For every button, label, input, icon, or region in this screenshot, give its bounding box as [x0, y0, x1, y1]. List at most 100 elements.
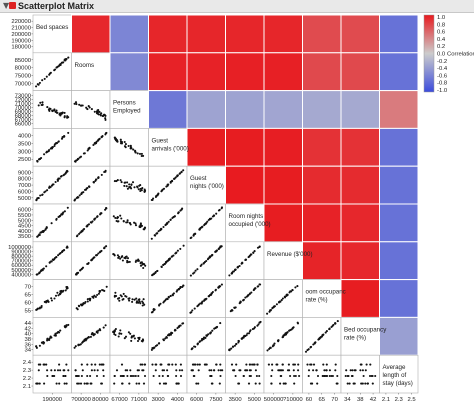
correlation-cell-2-3[interactable] [148, 90, 188, 129]
data-point [143, 363, 146, 366]
correlation-cell-3-5[interactable] [225, 127, 265, 167]
data-point [360, 382, 363, 385]
x-tick-label: 67000 [111, 397, 128, 403]
correlation-cell-1-4[interactable] [186, 52, 226, 92]
data-point [86, 149, 89, 152]
correlation-cell-4-6[interactable] [263, 165, 303, 205]
scatter-cell-6-2[interactable] [109, 241, 149, 280]
data-point [200, 301, 203, 304]
correlation-cell-0-2[interactable] [109, 14, 149, 54]
correlation-cell-4-9[interactable] [379, 165, 419, 205]
correlation-cell-3-9[interactable] [379, 127, 419, 167]
y-tick-label: 71000 [15, 102, 32, 108]
correlation-cell-2-6[interactable] [263, 90, 303, 129]
correlation-cell-1-6[interactable] [263, 52, 303, 92]
data-point [112, 215, 115, 218]
y-tick-label: 4000 [18, 229, 32, 235]
scatter-cell-9-1[interactable] [71, 354, 111, 394]
correlation-cell-6-9[interactable] [379, 241, 419, 281]
correlation-cell-1-7[interactable] [302, 52, 342, 92]
correlation-cell-4-5[interactable] [225, 165, 265, 205]
correlation-cell-2-4[interactable] [186, 90, 226, 129]
scatter-cell-3-2[interactable] [109, 128, 149, 167]
diagonal-cell-0-0[interactable] [32, 14, 72, 54]
correlation-cell-0-9[interactable] [379, 14, 419, 54]
scatter-cell-9-4[interactable] [186, 354, 226, 394]
data-point [151, 273, 154, 276]
diagonal-cell-6-6[interactable] [263, 241, 303, 280]
scatter-cell-2-1[interactable] [71, 90, 111, 129]
correlation-cell-0-5[interactable] [225, 14, 265, 54]
correlation-cell-3-8[interactable] [340, 127, 380, 167]
correlation-cell-0-4[interactable] [186, 14, 226, 54]
report-title-bar[interactable]: ▼ Scatterplot Matrix [0, 0, 474, 13]
correlation-cell-5-9[interactable] [379, 203, 419, 243]
correlation-cell-2-5[interactable] [225, 90, 265, 129]
scatter-cell-2-0[interactable] [32, 90, 72, 129]
scatter-cell-8-0[interactable] [32, 317, 72, 356]
correlation-cell-0-3[interactable] [148, 14, 188, 54]
correlation-cell-3-4[interactable] [186, 127, 226, 167]
correlation-cell-4-7[interactable] [302, 165, 342, 205]
correlation-cell-2-7[interactable] [302, 90, 342, 129]
scatter-cell-9-3[interactable] [148, 354, 188, 394]
correlation-cell-3-6[interactable] [263, 127, 303, 167]
correlation-cell-8-9[interactable] [379, 316, 419, 356]
disclosure-triangle-icon[interactable]: ▼ [3, 1, 10, 10]
correlation-cell-1-2[interactable] [109, 52, 149, 92]
data-point [128, 185, 131, 189]
correlation-cell-1-8[interactable] [340, 52, 380, 92]
scatter-cell-9-2[interactable] [109, 354, 149, 394]
correlation-cell-1-3[interactable] [148, 52, 188, 92]
diagonal-cell-8-8[interactable] [340, 317, 380, 356]
correlation-cell-1-5[interactable] [225, 52, 265, 92]
data-point [124, 143, 127, 146]
data-point [158, 303, 161, 306]
data-point [365, 363, 368, 366]
scatter-cell-9-6[interactable] [263, 354, 303, 394]
data-point [244, 296, 247, 299]
data-point [48, 185, 51, 188]
data-point [177, 325, 180, 328]
legend-tick-label: -0.6 [437, 73, 448, 79]
data-point [193, 307, 196, 310]
diagonal-cell-2-2[interactable] [109, 90, 149, 129]
correlation-cell-2-9[interactable] [379, 90, 419, 129]
correlation-cell-0-8[interactable] [340, 14, 380, 54]
diagonal-cell-4-4[interactable] [186, 165, 226, 205]
data-point [93, 110, 96, 113]
data-point [94, 142, 98, 145]
scatter-cell-9-7[interactable] [302, 354, 342, 394]
correlation-cell-2-8[interactable] [340, 90, 380, 129]
correlation-cell-1-9[interactable] [379, 52, 419, 92]
data-point [97, 176, 100, 179]
data-point [165, 336, 168, 339]
data-point [189, 274, 192, 277]
data-point [166, 222, 169, 225]
scatter-cell-7-0[interactable] [32, 279, 72, 318]
correlation-cell-5-8[interactable] [340, 203, 380, 243]
diagonal-cell-5-5[interactable] [225, 203, 265, 243]
scatter-cell-9-0[interactable] [32, 354, 72, 394]
correlation-cell-5-6[interactable] [263, 203, 303, 243]
correlation-cell-6-8[interactable] [340, 241, 380, 281]
correlation-cell-6-7[interactable] [302, 241, 342, 281]
correlation-cell-5-7[interactable] [302, 203, 342, 243]
diagonal-cell-7-7[interactable] [302, 279, 342, 318]
correlation-cell-0-7[interactable] [302, 14, 342, 54]
data-point [119, 138, 122, 141]
correlation-cell-7-8[interactable] [340, 279, 380, 318]
correlation-cell-7-9[interactable] [379, 279, 419, 318]
scatter-cell-9-5[interactable] [225, 354, 265, 394]
scatter-cell-8-2[interactable] [109, 317, 149, 356]
correlation-cell-3-7[interactable] [302, 127, 342, 167]
correlation-cell-4-8[interactable] [340, 165, 380, 205]
data-point [50, 369, 53, 372]
correlation-cell-0-6[interactable] [263, 14, 303, 54]
red-hotspot-icon[interactable] [9, 2, 16, 9]
scatter-cell-9-8[interactable] [340, 354, 380, 394]
y-tick-label: 3500 [18, 234, 32, 240]
correlation-cell-0-1[interactable] [71, 14, 111, 54]
data-point [174, 363, 177, 366]
diagonal-cell-1-1[interactable] [71, 52, 111, 91]
